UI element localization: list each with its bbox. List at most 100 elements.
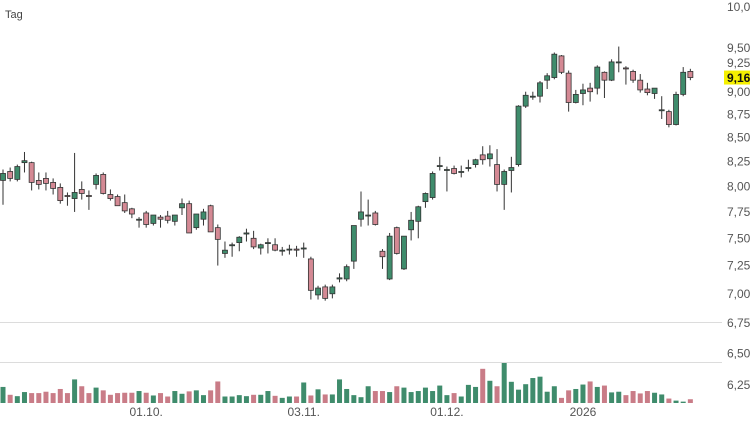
candle [150,214,157,226]
candle-body [343,266,350,280]
volume-bar [551,386,557,403]
volume-bar [215,381,221,403]
candle [243,228,250,242]
y-tick-label: 6,50 [727,346,750,360]
candle-body [64,195,71,197]
candle [265,238,271,254]
candle [93,173,99,190]
volume-bar [408,392,414,403]
candle-body [587,87,594,93]
candle-body [544,75,551,81]
candle-body [100,174,107,194]
candle-body [551,53,558,78]
candle-body [179,203,185,209]
volume-bar [265,391,271,403]
volume-bar [630,391,636,403]
volume-bar [437,385,443,403]
volume-bar [494,386,500,403]
candle-body [379,250,386,258]
y-tick-label: 6,25 [727,378,750,392]
y-tick-label: 10,00 [727,0,750,14]
candle-body [14,166,21,180]
candle [558,55,565,75]
candle-body [479,154,486,161]
candle-body [665,111,672,125]
candle-body [601,71,608,81]
candle-body [408,219,415,231]
volume-bar [673,400,679,403]
volume-bar [21,392,27,403]
candle-body [78,189,85,194]
candle [529,91,536,100]
candle [350,225,357,269]
candle [100,172,107,195]
candle [365,199,372,226]
volume-bar [172,391,178,403]
volume-bar [659,394,665,403]
volume-bar [222,396,228,403]
candle [286,244,293,255]
candle [508,156,515,193]
volume-bar [14,396,20,403]
candle-body [286,248,293,251]
candle-body [630,71,636,81]
candle-body [93,175,99,185]
volume-bar [530,378,536,403]
candle [143,210,150,228]
candle-body [401,235,407,270]
candle [164,210,171,224]
candle [479,146,486,165]
volume-bar [680,401,686,403]
volume-bar [150,395,156,403]
volume-bar [294,396,300,403]
volume-bar [637,393,643,403]
candle [544,73,551,90]
volume-bar [623,395,629,403]
candle-body [393,227,400,254]
candle-body [257,244,264,249]
candle [229,242,236,257]
candle [57,183,64,204]
volume-bar [652,392,658,403]
candle [214,224,221,266]
candle [422,192,429,208]
volume-bar [0,386,6,403]
y-tick-label: 9,00 [727,85,750,99]
volume-bar [129,392,135,403]
candle-body [193,213,200,229]
candle-body [637,79,644,91]
candle [623,66,629,85]
candle [171,214,178,226]
candle-body [508,167,515,171]
candle [680,67,687,97]
volume-bar [86,393,92,403]
volume-bar [301,382,307,403]
candle-body [680,71,687,95]
volume-bar [508,381,514,403]
period-label[interactable]: Tag [5,9,23,21]
volume-bar [93,387,99,403]
volume-bar [72,379,78,403]
candle [128,207,135,219]
candle-body [7,171,14,179]
candle [222,241,228,258]
candle [121,194,128,213]
candle-body [572,93,579,103]
volume-bar [487,380,493,403]
candle [637,74,644,93]
volume-bar [64,393,70,403]
candle-body [472,159,479,165]
volume-bar [208,390,214,403]
volume-bar [601,385,607,403]
candle [64,192,71,206]
candle [465,159,472,172]
candle-body [114,196,121,207]
candle-body [43,178,49,184]
candle-body [136,218,142,221]
candle [207,204,214,233]
candle-body [128,208,135,215]
volume-bar [580,384,586,403]
candle-body [243,232,250,235]
candle-body [222,249,228,254]
volume-bar [7,394,13,403]
